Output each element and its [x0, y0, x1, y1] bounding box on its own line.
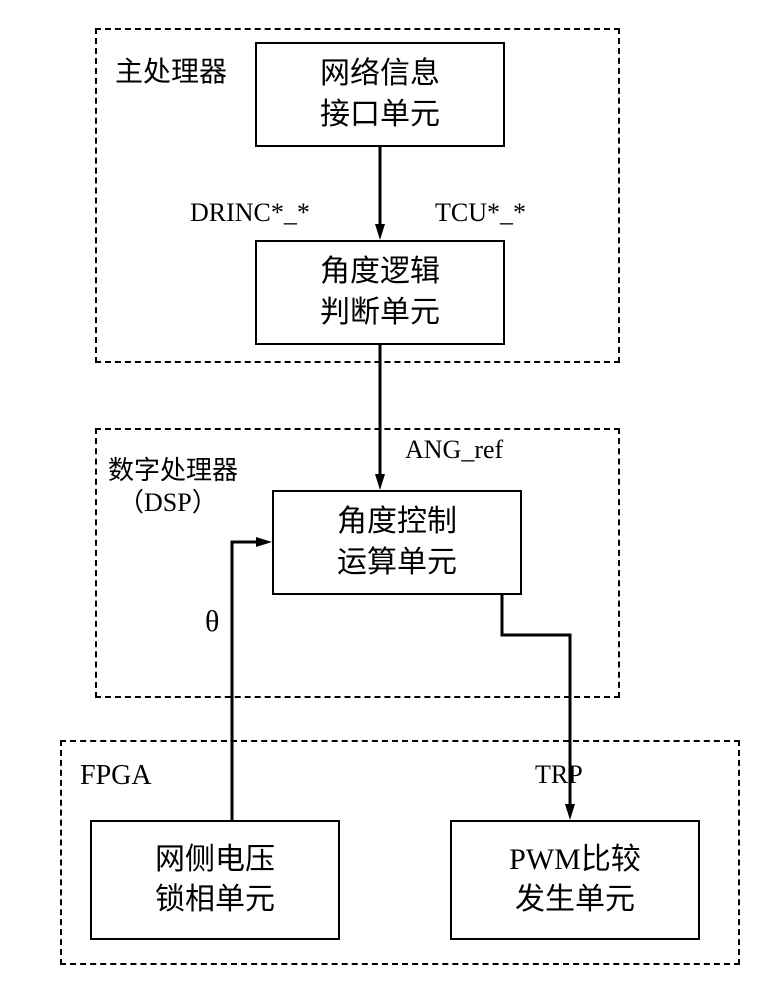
node-angle-ctrl: 角度控制 运算单元	[272, 490, 522, 595]
node-angle-ctrl-line2: 运算单元	[337, 543, 457, 584]
edge-label-tcu: TCU*_*	[435, 198, 526, 228]
node-angle-logic: 角度逻辑 判断单元	[255, 240, 505, 345]
node-angle-ctrl-line1: 角度控制	[337, 502, 457, 543]
edge-label-ang-ref: ANG_ref	[405, 435, 503, 465]
edge-label-trp: TRP	[535, 760, 583, 790]
node-pll-line1: 网侧电压	[155, 840, 275, 881]
node-pll-line2: 锁相单元	[155, 880, 275, 921]
label-main-processor: 主处理器	[115, 50, 227, 90]
node-pwm: PWM比较 发生单元	[450, 820, 700, 940]
node-pll: 网侧电压 锁相单元	[90, 820, 340, 940]
node-angle-logic-line1: 角度逻辑	[320, 252, 440, 293]
label-dsp-line2: （DSP）	[118, 482, 218, 519]
edge-label-drinc: DRINC*_*	[190, 198, 310, 228]
node-angle-logic-line2: 判断单元	[320, 293, 440, 334]
node-net-info-line1: 网络信息	[320, 54, 440, 95]
node-pwm-line1: PWM比较	[509, 840, 641, 881]
edge-label-theta: θ	[205, 605, 219, 639]
node-net-info-line2: 接口单元	[320, 95, 440, 136]
label-fpga: FPGA	[80, 760, 152, 792]
node-net-info: 网络信息 接口单元	[255, 42, 505, 147]
node-pwm-line2: 发生单元	[515, 880, 635, 921]
